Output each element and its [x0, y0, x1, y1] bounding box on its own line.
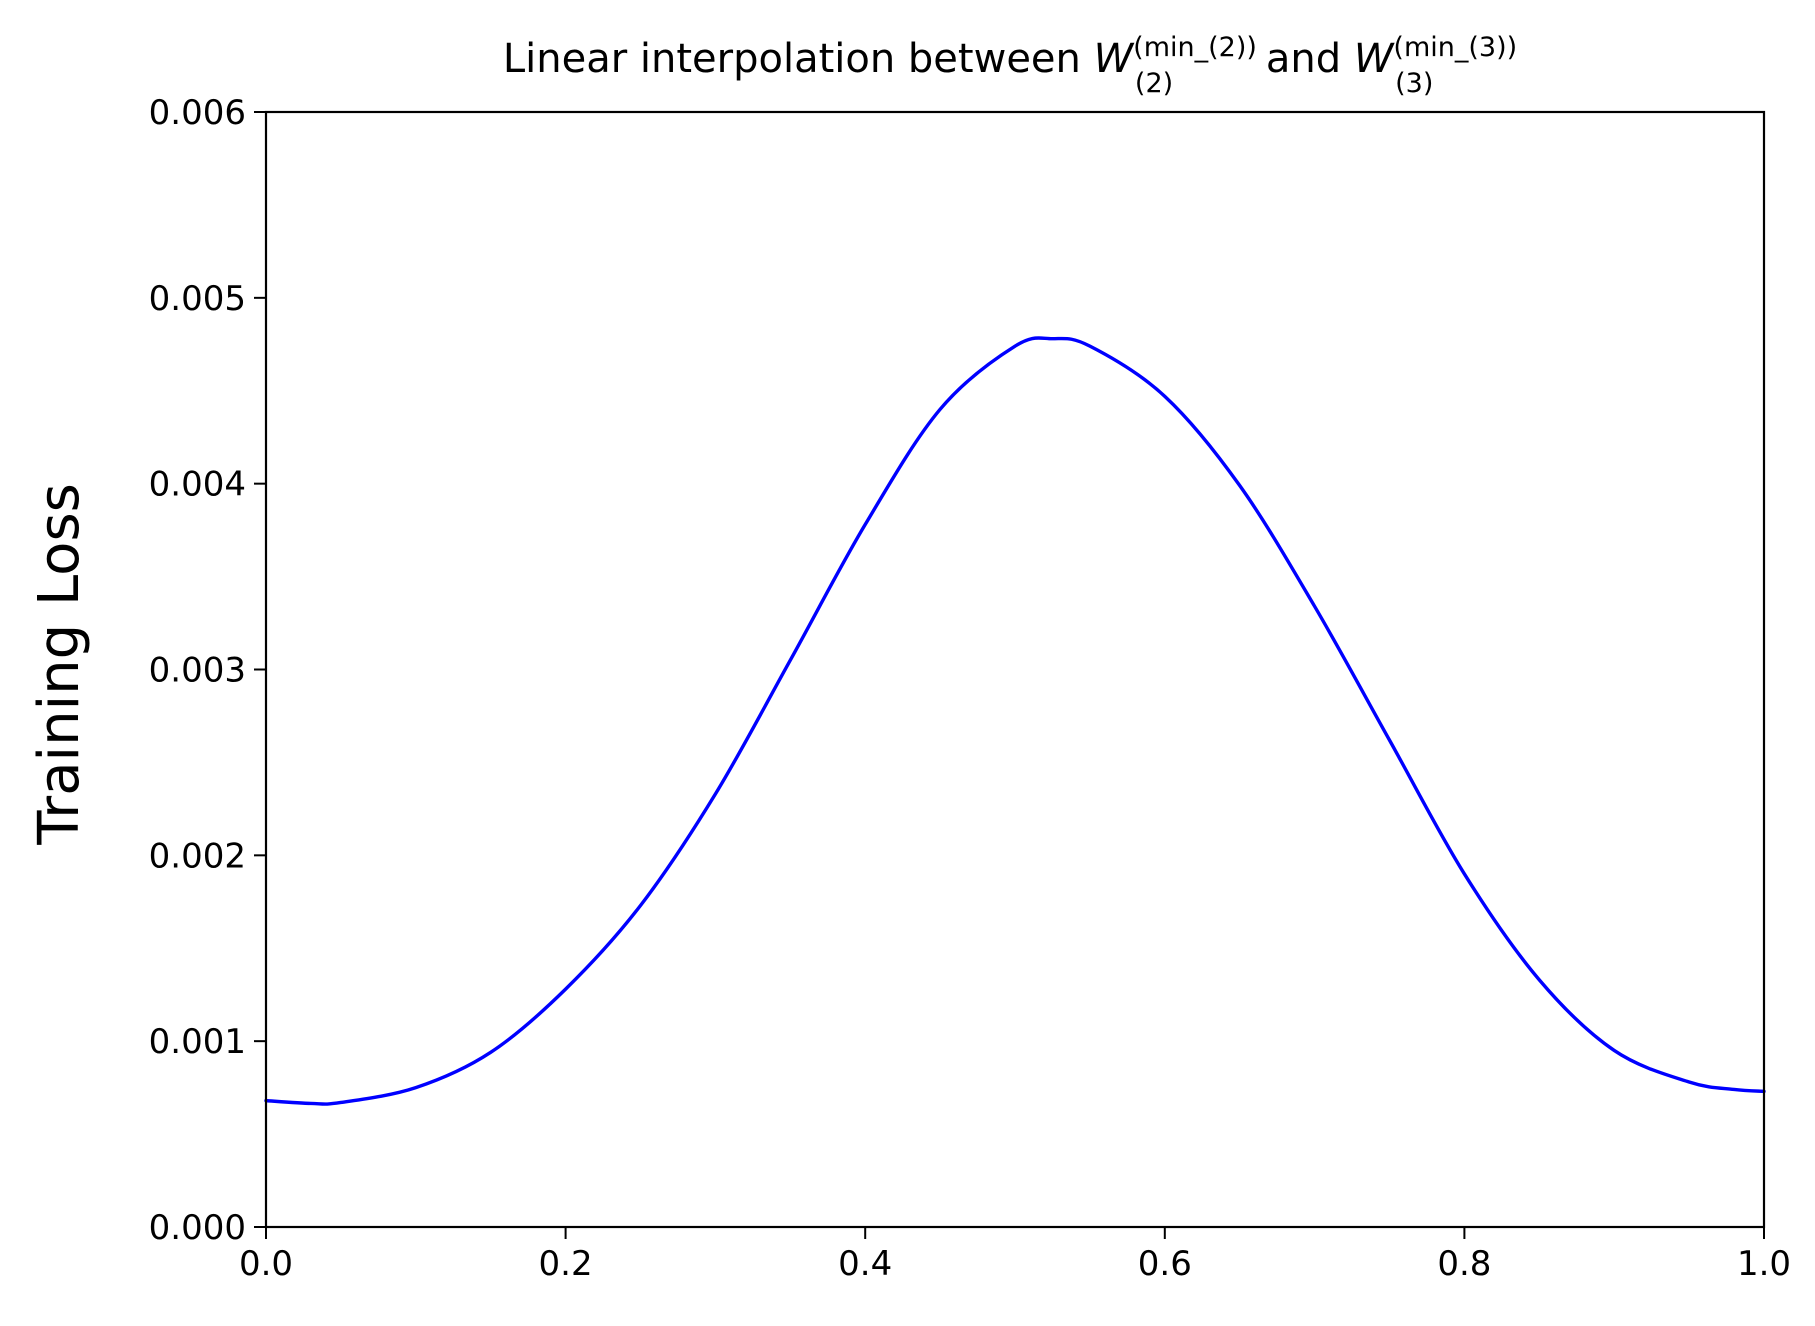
y-tick-label: 0.003	[149, 651, 246, 691]
title-sub2: (3)	[1395, 68, 1433, 99]
y-axis-label: Training Loss	[27, 483, 92, 846]
title-var1: W	[1094, 36, 1135, 82]
y-tick-label: 0.001	[149, 1022, 246, 1062]
chart-title: Linear interpolation between W(min_(2))(…	[503, 32, 1517, 99]
title-var2: W	[1354, 36, 1395, 82]
axis-ticks: 0.0 0.2 0.4 0.6 0.8 1.0 0.000 0.001 0.002 0.003 0.…	[149, 93, 1791, 1284]
title-middle: and	[1253, 36, 1354, 82]
y-tick-label: 0.000	[149, 1208, 246, 1248]
y-tick-label: 0.004	[149, 465, 246, 505]
x-tick-label: 0.6	[1138, 1244, 1192, 1284]
y-tick-label: 0.006	[149, 93, 246, 133]
series-layer	[264, 336, 1766, 1106]
title-sup2: (min_(3))	[1393, 32, 1517, 63]
plot-frame	[264, 110, 1766, 1229]
y-tick-label: 0.002	[149, 836, 246, 876]
x-tick-label: 0.8	[1437, 1244, 1491, 1284]
x-tick-label: 0.2	[539, 1244, 593, 1284]
loss-series-line	[264, 336, 1766, 1106]
title-sup1: (min_(2))	[1133, 32, 1257, 63]
x-tick-label: 0.4	[838, 1244, 892, 1284]
title-prefix: Linear interpolation between	[503, 36, 1094, 82]
y-tick-label: 0.005	[149, 279, 246, 319]
title-sub1: (2)	[1135, 68, 1173, 99]
x-tick-label: 1.0	[1737, 1244, 1791, 1284]
x-tick-label: 0.0	[239, 1244, 293, 1284]
